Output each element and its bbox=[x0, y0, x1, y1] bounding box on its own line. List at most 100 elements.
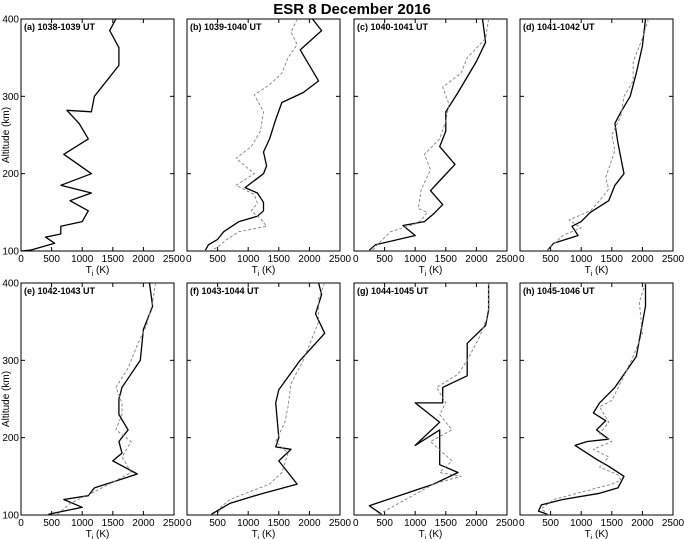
y-tick-label: 400 bbox=[2, 279, 19, 290]
series-line-solid bbox=[547, 18, 647, 251]
x-tick-label: 500 bbox=[43, 518, 60, 529]
panel-label: (e) 1042-1043 UT bbox=[24, 286, 96, 296]
y-tick-label: 300 bbox=[2, 92, 19, 103]
panel-d: 0 500 1000 1500 2000 2500 (d) 1041-1042 UT Ti (… bbox=[519, 18, 685, 278]
x-tick-label: 1000 bbox=[71, 254, 94, 265]
x-tick-label: 500 bbox=[542, 518, 559, 529]
y-tick-label: 100 bbox=[2, 247, 19, 258]
plot-frame bbox=[20, 18, 175, 252]
y-tick-label: 400 bbox=[2, 15, 19, 26]
series-line-solid bbox=[537, 283, 647, 515]
x-tick-label: 2000 bbox=[132, 254, 155, 265]
x-tick-label: 2000 bbox=[465, 518, 488, 529]
y-axis-label: Altitude (km) bbox=[1, 371, 12, 427]
panel-label: (f) 1043-1044 UT bbox=[190, 286, 260, 296]
x-tick-label: 500 bbox=[542, 254, 559, 265]
plot-frame bbox=[353, 282, 508, 516]
panel-label: (b) 1039-1040 UT bbox=[190, 22, 262, 32]
panel-h: 0 500 1000 1500 2000 2500 (h) 1045-1046 UT Ti (… bbox=[519, 282, 685, 539]
x-axis-label: Ti (K) bbox=[419, 529, 443, 539]
x-axis-label: Ti (K) bbox=[419, 265, 443, 278]
x-tick-label: 0 bbox=[18, 518, 24, 529]
x-tick-label: 1500 bbox=[601, 254, 624, 265]
panel-c: 0 500 1000 1500 2000 2500 (c) 1040-1041 UT Ti (… bbox=[353, 18, 519, 278]
series-line-solid bbox=[368, 283, 490, 515]
series-line-solid bbox=[20, 18, 120, 252]
x-tick-label: 500 bbox=[209, 518, 226, 529]
x-tick-label: 500 bbox=[376, 518, 393, 529]
x-tick-label: 2000 bbox=[631, 254, 654, 265]
plot-frame bbox=[186, 282, 341, 516]
x-tick-label: 0 bbox=[18, 254, 24, 265]
x-tick-label: 1000 bbox=[404, 518, 427, 529]
x-tick-label: 1500 bbox=[601, 518, 624, 529]
series-line-dashed bbox=[217, 282, 326, 515]
series-line-solid bbox=[48, 282, 154, 515]
x-tick-label: 500 bbox=[43, 254, 60, 265]
x-tick-label: 2500 bbox=[496, 254, 519, 265]
y-axis-label: Altitude (km) bbox=[1, 107, 12, 163]
series-line-dashed bbox=[378, 283, 490, 515]
panel-f: 0 500 1000 1500 2000 2500 (f) 1043-1044 UT Ti (… bbox=[186, 282, 352, 539]
x-tick-label: 0 bbox=[353, 518, 359, 529]
x-tick-label: 0 bbox=[519, 254, 525, 265]
x-tick-label: 0 bbox=[186, 254, 192, 265]
x-axis-label: Ti (K) bbox=[86, 529, 110, 539]
x-tick-label: 1500 bbox=[268, 254, 291, 265]
x-axis-label: Ti (K) bbox=[252, 265, 276, 278]
x-axis-label: Ti (K) bbox=[86, 265, 110, 278]
x-tick-label: 0 bbox=[186, 518, 192, 529]
x-tick-label: 2000 bbox=[298, 254, 321, 265]
x-tick-label: 1500 bbox=[435, 254, 458, 265]
panel-label: (d) 1041-1042 UT bbox=[523, 22, 595, 32]
x-tick-label: 500 bbox=[376, 254, 393, 265]
x-tick-label: 2500 bbox=[163, 254, 186, 265]
plot-frame bbox=[186, 18, 341, 252]
x-tick-label: 2500 bbox=[329, 518, 352, 529]
panel-label: (g) 1044-1045 UT bbox=[357, 286, 429, 296]
series-line-dashed bbox=[211, 18, 298, 251]
series-line-solid bbox=[211, 282, 326, 515]
y-tick-label: 200 bbox=[2, 433, 19, 444]
x-tick-label: 1500 bbox=[102, 518, 125, 529]
x-axis-label: Ti (K) bbox=[252, 529, 276, 539]
x-tick-label: 0 bbox=[519, 518, 525, 529]
x-tick-label: 1000 bbox=[570, 518, 593, 529]
x-tick-label: 0 bbox=[353, 254, 359, 265]
series-line-solid bbox=[368, 18, 487, 251]
series-line-dashed bbox=[540, 282, 646, 515]
x-tick-label: 1500 bbox=[435, 518, 458, 529]
x-tick-label: 2500 bbox=[662, 254, 685, 265]
panel-label: (h) 1045-1046 UT bbox=[523, 286, 595, 296]
x-tick-label: 1500 bbox=[268, 518, 291, 529]
x-tick-label: 2500 bbox=[163, 518, 186, 529]
x-tick-label: 1000 bbox=[237, 254, 260, 265]
x-axis-label: Ti (K) bbox=[585, 529, 609, 539]
x-tick-label: 500 bbox=[209, 254, 226, 265]
x-tick-label: 2000 bbox=[465, 254, 488, 265]
x-tick-label: 1000 bbox=[237, 518, 260, 529]
panel-e: 0 500 1000 1500 2000 2500 100 200 300 400 (e) 1042… bbox=[1, 279, 186, 539]
panel-label: (c) 1040-1041 UT bbox=[357, 22, 429, 32]
panel-g: 0 500 1000 1500 2000 2500 (g) 1044-1045 UT Ti (… bbox=[353, 282, 519, 539]
plot-frame bbox=[353, 18, 508, 252]
plot-frame bbox=[519, 282, 674, 516]
x-tick-label: 2500 bbox=[496, 518, 519, 529]
x-tick-label: 2000 bbox=[132, 518, 155, 529]
x-tick-label: 2000 bbox=[298, 518, 321, 529]
plot-frame bbox=[519, 18, 674, 252]
y-tick-label: 100 bbox=[2, 511, 19, 522]
y-tick-label: 300 bbox=[2, 356, 19, 367]
x-tick-label: 2500 bbox=[662, 518, 685, 529]
figure-title: ESR 8 December 2016 bbox=[273, 1, 431, 18]
panel-label: (a) 1038-1039 UT bbox=[24, 22, 96, 32]
panel-a: 0 500 1000 1500 2000 2500 100 200 300 400 (a) 1038… bbox=[1, 15, 186, 279]
panel-b: 0 500 1000 1500 2000 2500 (b) 1039-1040 UT Ti (… bbox=[186, 18, 352, 278]
series-line-dashed bbox=[547, 18, 649, 251]
x-tick-label: 1000 bbox=[71, 518, 94, 529]
series-line-solid bbox=[204, 18, 323, 251]
x-axis-label: Ti (K) bbox=[585, 265, 609, 278]
x-tick-label: 1000 bbox=[570, 254, 593, 265]
